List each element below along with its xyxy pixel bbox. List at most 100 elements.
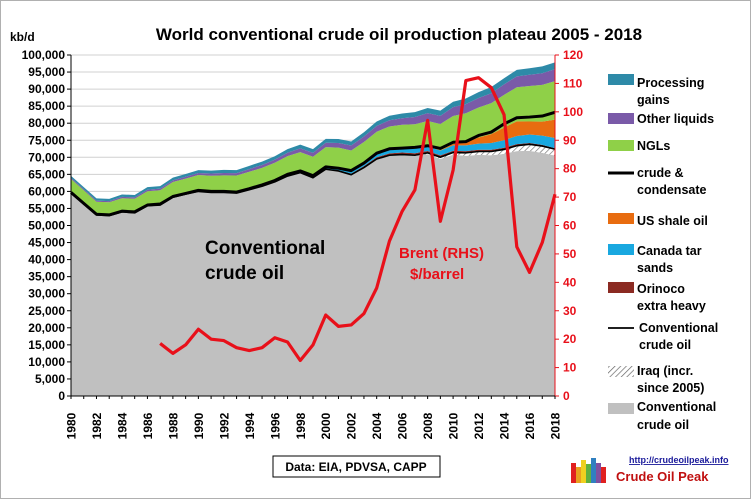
logo-url[interactable]: http://crudeoilpeak.info [629,455,729,465]
y-tick-label: 75,000 [28,133,65,147]
legend-label-other-liquids: Other liquids [637,112,714,126]
crude-oil-peak-logo: http://crudeoilpeak.info Crude Oil Peak [571,455,729,484]
source-text: Data: EIA, PDVSA, CAPP [285,460,426,474]
x-tick-label: 1994 [243,412,257,439]
legend-label-crude-condensate-2: condensate [637,183,707,197]
y2-tick-label: 110 [563,76,583,90]
source-box [272,455,441,478]
x-tick-label: 1986 [141,412,155,439]
y-tick-label: 95,000 [28,65,65,79]
brent-label-line-1: Brent (RHS) [399,245,484,262]
y2-tick-label: 20 [563,332,577,346]
logo-bar-1 [571,463,576,483]
brent-label-line-2: $/barrel [410,266,464,283]
legend-label-orinoco-1: Orinoco [637,282,685,296]
x-tick-label: 1980 [65,412,79,439]
series-lines [70,76,557,363]
y2-tick-label: 120 [563,48,583,62]
y2-tick-label: 50 [563,247,577,261]
x-tick-label: 2000 [319,412,333,439]
y2-tick-label: 80 [563,162,577,176]
legend-label-conventional-area-2: crude oil [637,418,689,432]
x-tick-label: 1992 [217,412,231,439]
y-tick-label: 100,000 [22,48,66,62]
legend: Processing gains Other liquids NGLs crud… [608,74,718,432]
y-tick-label: 5,000 [35,372,65,386]
logo-bar-3 [581,460,586,483]
legend-label-us-shale-oil: US shale oil [637,214,708,228]
x-tick-label: 2016 [523,412,537,439]
y-tick-label: 85,000 [28,99,65,113]
y-tick-label: 40,000 [28,253,65,267]
legend-swatch-orinoco [608,282,634,293]
legend-label-iraq-2: since 2005) [637,381,704,395]
y2-tick-label: 100 [563,105,583,119]
legend-label-processing-gains-2: gains [637,93,670,107]
y-tick-label: 20,000 [28,321,65,335]
y2-tick-label: 10 [563,361,577,375]
line-brent-rhs-barrel [159,76,557,363]
line-conventional-crude-oil [70,143,556,217]
x-tick-label: 1984 [115,412,129,439]
x-axis-ticks: 1980 1982 1984 1986 1988 1990 1992 1994 1996 1998… [65,396,563,439]
y2-tick-label: 40 [563,275,577,289]
legend-swatch-iraq [608,366,634,377]
legend-label-conventional-area-1: Conventional [637,400,716,414]
y-tick-label: 0 [58,389,65,403]
x-tick-label: 1982 [90,412,104,439]
y-tick-label: 65,000 [28,167,65,181]
legend-label-processing-gains-1: Processing [637,76,704,90]
y2-tick-label: 90 [563,133,577,147]
y-axis-unit: kb/d [10,30,35,44]
logo-bar-7 [601,467,606,483]
area-label-line-2: crude oil [205,263,284,284]
y-tick-label: 25,000 [28,304,65,318]
legend-label-canada-tar-sands-1: Canada tar [637,244,702,258]
legend-label-canada-tar-sands-2: sands [637,261,673,275]
area-label-line-1: Conventional [205,238,325,259]
x-tick-label: 2010 [447,412,461,439]
y2-tick-label: 0 [563,389,570,403]
y-tick-label: 70,000 [28,150,65,164]
y-tick-label: 90,000 [28,82,65,96]
y-tick-label: 15,000 [28,338,65,352]
legend-label-orinoco-2: extra heavy [637,299,706,313]
x-tick-label: 2008 [421,412,435,439]
y-tick-label: 80,000 [28,116,65,130]
y2-tick-label: 30 [563,304,577,318]
y-tick-label: 35,000 [28,270,65,284]
legend-label-iraq-1: Iraq (incr. [637,364,693,378]
logo-bar-2 [576,467,581,483]
logo-name: Crude Oil Peak [616,469,709,484]
y-axis-ticks: 0 5,000 10,000 15,000 20,000 25,000 30,000 35,0… [22,48,71,403]
logo-bar-6 [596,463,601,483]
x-tick-label: 2014 [498,412,512,439]
y-tick-label: 10,000 [28,355,65,369]
logo-bar-5 [591,458,596,483]
legend-swatch-processing-gains [608,74,634,85]
y2-tick-label: 70 [563,190,577,204]
legend-label-crude-condensate-1: crude & [637,166,684,180]
logo-bar-4 [586,464,591,483]
x-tick-label: 1998 [294,412,308,439]
y-tick-label: 50,000 [28,219,65,233]
x-tick-label: 1988 [166,412,180,439]
x-tick-label: 1990 [192,412,206,439]
legend-swatch-us-shale-oil [608,213,634,224]
x-tick-label: 2012 [472,412,486,439]
y2-tick-label: 60 [563,219,577,233]
y2-axis-ticks: 0 10 20 30 40 50 60 70 80 90 100 110 120 [555,48,583,403]
x-tick-label: 1996 [268,412,282,439]
legend-swatch-ngls [608,140,634,151]
legend-swatch-conventional-area [608,403,634,414]
legend-label-ngls: NGLs [637,139,670,153]
legend-swatch-canada-tar-sands [608,244,634,255]
x-tick-label: 2006 [396,412,410,439]
y-tick-label: 55,000 [28,201,65,215]
x-tick-label: 2018 [549,412,563,439]
legend-label-conventional-line-1: Conventional [639,321,718,335]
legend-label-conventional-line-2: crude oil [639,338,691,352]
area-ngls [71,81,555,215]
